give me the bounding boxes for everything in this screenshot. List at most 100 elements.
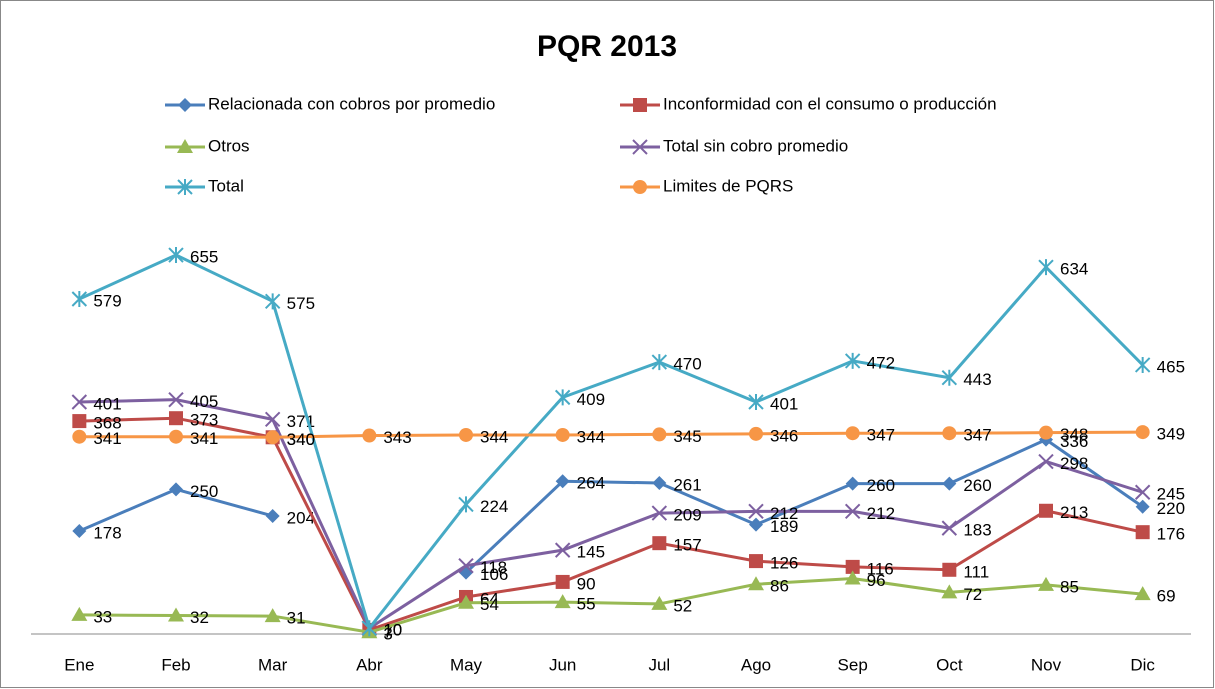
data-point <box>168 247 184 264</box>
data-label: 7 <box>383 622 392 641</box>
data-point <box>168 391 184 408</box>
chart-title: PQR 2013 <box>537 30 677 63</box>
data-point <box>748 503 764 520</box>
data-label: 10 <box>383 621 402 640</box>
data-point <box>265 508 280 523</box>
legend-label: Limites de PQRS <box>663 176 793 195</box>
legend-label: Inconformidad con el consumo o producció… <box>663 94 997 113</box>
data-label: 116 <box>867 559 894 578</box>
x-tick-label: Sep <box>838 655 868 674</box>
data-label: 409 <box>577 390 605 409</box>
data-point <box>554 389 571 406</box>
data-point <box>554 542 571 558</box>
data-point <box>942 562 957 577</box>
data-point <box>1135 425 1150 440</box>
data-label: 111 <box>963 562 989 581</box>
data-label: 31 <box>287 609 306 628</box>
data-point <box>749 554 763 569</box>
x-tick-label: Oct <box>936 655 963 674</box>
data-label: 261 <box>673 475 701 494</box>
data-point <box>749 517 763 532</box>
data-label: 341 <box>93 429 121 448</box>
legend-label: Relacionada con cobros por promedio <box>208 94 495 113</box>
data-label: 340 <box>287 430 315 449</box>
data-point <box>1038 453 1054 470</box>
data-point <box>72 429 87 444</box>
data-label: 346 <box>770 426 798 445</box>
legend-marker <box>633 98 647 112</box>
data-label: 344 <box>480 427 508 446</box>
data-point <box>458 558 474 574</box>
data-point <box>1134 586 1151 601</box>
series-line <box>79 430 1143 439</box>
data-label: 260 <box>963 476 991 495</box>
data-point <box>1039 503 1053 518</box>
data-point <box>845 426 860 441</box>
data-label: 212 <box>867 504 895 523</box>
x-tick-label: Jul <box>648 655 670 674</box>
x-tick-label: May <box>450 655 483 674</box>
data-label: 575 <box>287 294 315 313</box>
series-line <box>79 576 1143 634</box>
data-label: 178 <box>93 523 121 542</box>
data-label: 348 <box>1060 425 1088 444</box>
data-label: 85 <box>1060 577 1079 596</box>
x-tick-label: Feb <box>161 655 190 674</box>
legend-label: Total <box>208 176 244 195</box>
data-point <box>554 594 571 609</box>
data-label: 368 <box>93 414 121 433</box>
data-label: 298 <box>1060 454 1088 473</box>
data-label: 213 <box>1060 503 1088 522</box>
data-point <box>652 427 667 442</box>
legend-label: Total sin cobro promedio <box>663 136 848 155</box>
data-label: 90 <box>577 574 596 593</box>
data-point <box>844 503 861 520</box>
data-point <box>71 606 88 621</box>
data-label: 340 <box>287 430 315 449</box>
data-point <box>651 354 668 371</box>
data-point <box>942 476 957 491</box>
x-tick-label: Dic <box>1130 655 1155 674</box>
data-point <box>845 476 860 491</box>
legend-label: Otros <box>208 136 250 155</box>
data-label: 344 <box>577 427 605 446</box>
data-label: 52 <box>673 596 692 615</box>
data-point <box>651 595 668 610</box>
data-point <box>169 482 183 497</box>
legend-marker <box>633 180 647 194</box>
legend-marker <box>632 139 648 155</box>
data-point <box>1039 425 1053 440</box>
data-label: 245 <box>1157 485 1185 504</box>
data-label: 183 <box>963 521 991 540</box>
data-label: 470 <box>673 355 701 374</box>
x-tick-label: Ene <box>64 655 94 674</box>
data-point <box>71 394 88 410</box>
data-label: 579 <box>93 291 121 310</box>
data-label: 209 <box>673 506 701 525</box>
data-label: 401 <box>770 394 798 413</box>
data-point <box>941 584 958 599</box>
data-label: 443 <box>963 370 991 389</box>
data-point <box>1038 259 1054 276</box>
x-tick-label: Mar <box>258 655 288 674</box>
data-label: 347 <box>867 426 895 445</box>
data-point <box>72 414 87 429</box>
data-label: 655 <box>190 248 218 267</box>
data-point <box>459 427 473 442</box>
data-label: 405 <box>190 392 218 411</box>
data-point <box>362 428 377 443</box>
data-label: 86 <box>770 577 789 596</box>
legend-marker <box>177 139 193 153</box>
data-point <box>1135 525 1150 540</box>
data-point <box>844 570 861 585</box>
data-label: 401 <box>93 394 121 413</box>
data-point <box>845 559 860 574</box>
data-label: 345 <box>673 427 701 446</box>
data-point <box>652 536 667 551</box>
data-label: 250 <box>190 482 218 501</box>
data-label: 54 <box>480 595 499 614</box>
data-label: 32 <box>190 608 209 627</box>
data-label: 55 <box>577 595 596 614</box>
